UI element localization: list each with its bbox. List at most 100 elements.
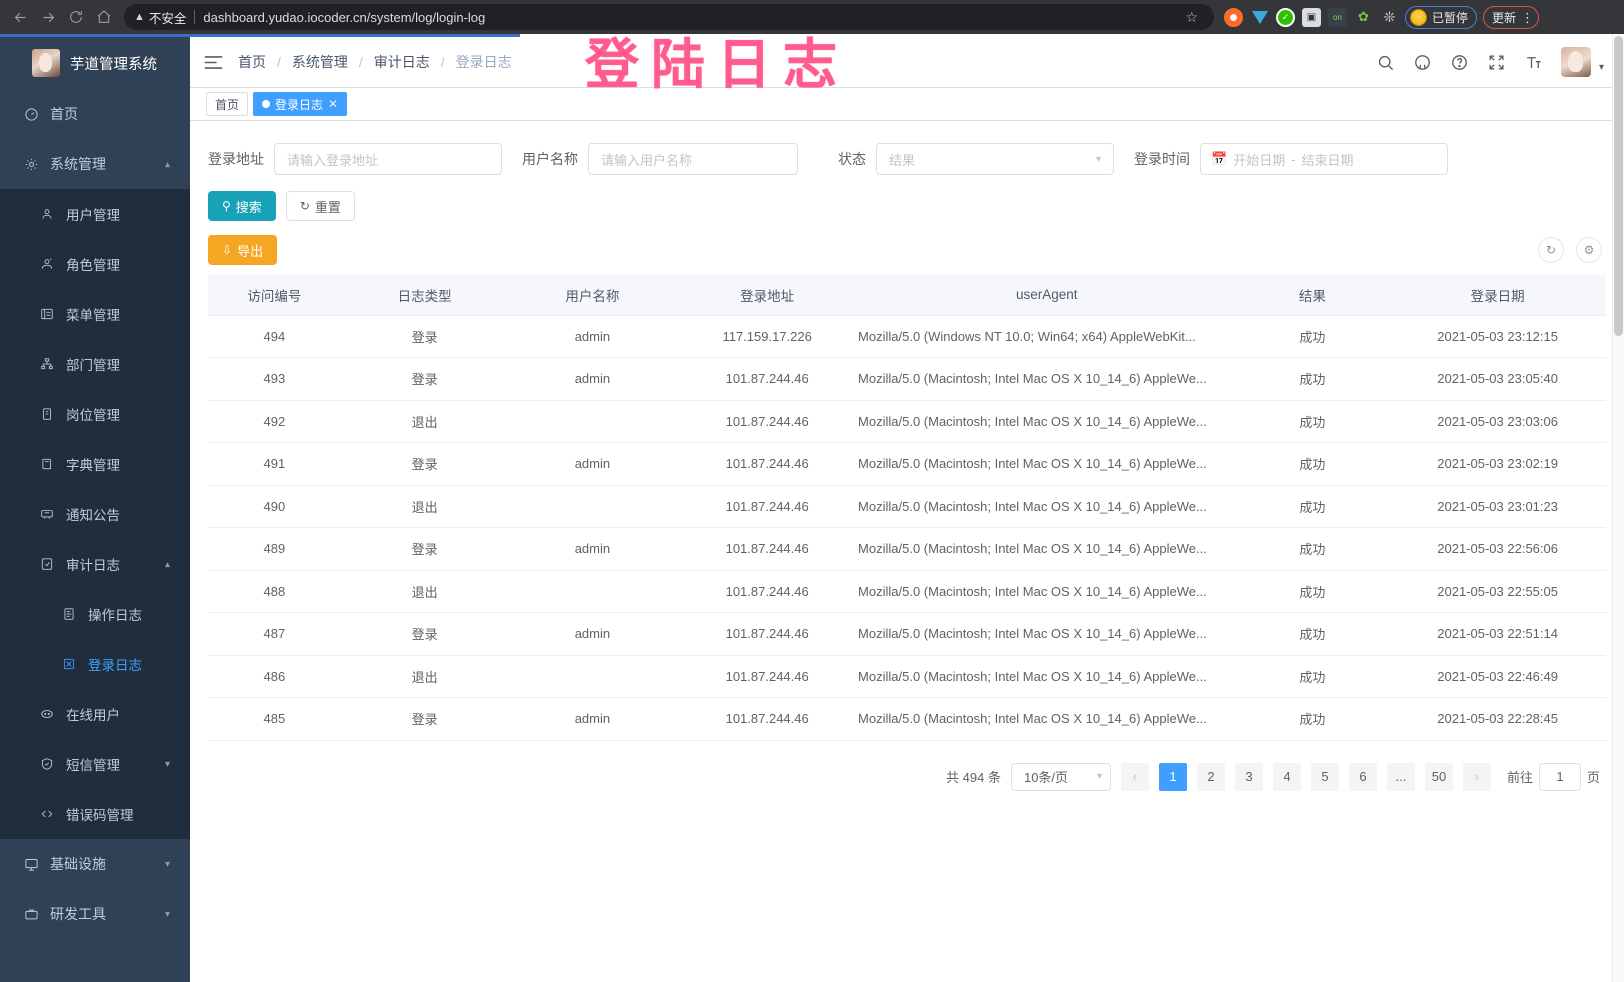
puzzle-extension-icon[interactable]: ❊ [1383,8,1396,25]
page-button-2[interactable]: 2 [1196,762,1225,791]
sidebar-item-login-log[interactable]: 登录日志 [0,639,190,689]
sidebar-item-infrastructure[interactable]: 基础设施 ▾ [0,839,190,889]
td-login-date: 2021-05-03 22:55:05 [1389,570,1606,613]
update-button[interactable]: 更新 ⋮ [1483,5,1540,29]
sidebar-item-audit-log[interactable]: 审计日志 ▾ [0,539,190,589]
sidebar-item-user-manage[interactable]: 用户管理 [0,189,190,239]
table-row[interactable]: 493 登录 admin 101.87.244.46 Mozilla/5.0 (Maci… [208,357,1606,401]
diamond-extension-icon[interactable] [1250,8,1269,27]
table-row[interactable]: 494 登录 admin 117.159.17.226 Mozilla/5.0 (Win… [208,315,1606,358]
table-row[interactable]: 488 退出 101.87.244.46 Mozilla/5.0 (Macintosh… [208,570,1606,613]
sidebar-item-label: 操作日志 [88,608,142,623]
reload-icon[interactable] [62,3,90,31]
odoo-extension-icon[interactable] [1224,7,1243,27]
page-button-5[interactable]: 5 [1310,762,1339,791]
table-row[interactable]: 486 退出 101.87.244.46 Mozilla/5.0 (Macintosh… [208,655,1606,698]
username-input[interactable]: 请输入用户名称 [588,143,798,175]
chevron-down-icon[interactable]: ▾ [1598,62,1604,73]
form-item-login-address: 登录地址 请输入登录地址 [208,143,502,175]
breadcrumb-item-system[interactable]: 系统管理 [291,54,348,70]
hamburger-icon[interactable] [190,55,236,70]
sidebar-item-dict-manage[interactable]: 字典管理 [0,439,190,489]
td-username: admin [508,315,677,358]
export-button[interactable]: ⇩ 导出 [208,235,278,265]
sidebar-item-role-manage[interactable]: 角色管理 [0,239,190,289]
omnibox-divider [194,10,196,24]
end-date-placeholder: 结束日期 [1301,152,1354,168]
sidebar-item-operation-log[interactable]: 操作日志 [0,589,190,639]
translate-extension-icon[interactable]: on [1328,7,1347,27]
next-page-button[interactable]: › [1462,762,1491,791]
close-icon[interactable]: ✕ [328,97,339,111]
jump-input[interactable]: 1 [1538,762,1581,791]
home-icon[interactable] [90,3,118,31]
sidebar-item-dev-tools[interactable]: 研发工具 ▾ [0,889,190,939]
sidebar-item-dept-manage[interactable]: 部门管理 [0,339,190,389]
wechat-extension-icon[interactable]: ✓ [1276,7,1295,27]
breadcrumb-item-audit[interactable]: 审计日志 [373,54,430,70]
table-row[interactable]: 487 登录 admin 101.87.244.46 Mozilla/5.0 (Maci… [208,612,1606,656]
td-login-address: 101.87.244.46 [676,570,859,613]
page-ellipsis[interactable]: ... [1386,762,1415,791]
sidebar-item-menu-manage[interactable]: 菜单管理 [0,289,190,339]
sidebar-item-post-manage[interactable]: 岗位管理 [0,389,190,439]
search-button[interactable]: ⚲ 搜索 [208,191,276,221]
page-button-last[interactable]: 50 [1424,762,1453,791]
github-icon[interactable] [1413,53,1432,72]
page-button-4[interactable]: 4 [1272,762,1301,791]
td-result: 成功 [1235,570,1390,613]
page-size-select[interactable]: 10条/页 ▾ [1010,762,1111,791]
sidebar-item-home[interactable]: 首页 [0,89,190,139]
th-login-address: 登录地址 [676,275,859,316]
sidebar-item-online-user[interactable]: 在线用户 [0,689,190,739]
address-bar[interactable]: ▲ 不安全 dashboard.yudao.iocoder.cn/system/… [124,4,1214,30]
date-range-picker[interactable]: 📅 开始日期 - 结束日期 [1200,143,1448,175]
help-circle-icon[interactable] [1450,53,1469,72]
tag-login-log[interactable]: 登录日志 ✕ [253,92,348,116]
megaphone-icon [36,507,58,521]
kebab-menu-icon[interactable]: ⋮ [1521,9,1535,25]
star-icon[interactable]: ☆ [1185,8,1198,25]
sidebar-item-system[interactable]: 系统管理 ▾ [0,139,190,189]
tag-home[interactable]: 首页 [206,92,249,116]
sidebar-item-notice[interactable]: 通知公告 [0,489,190,539]
td-access-id: 491 [208,442,341,486]
code-icon [36,807,58,821]
search-icon[interactable] [1376,53,1395,72]
table-row[interactable]: 489 登录 admin 101.87.244.46 Mozilla/5.0 (Maci… [208,527,1606,571]
paused-status-pill[interactable]: 已暂停 [1405,5,1478,29]
scrollbar-thumb[interactable] [1614,36,1623,336]
td-username: admin [508,357,677,401]
avatar[interactable] [1560,47,1591,77]
back-arrow-icon[interactable] [6,3,34,31]
td-login-address: 101.87.244.46 [676,442,859,486]
table-row[interactable]: 485 登录 admin 101.87.244.46 Mozilla/5.0 (Maci… [208,697,1606,741]
font-size-icon[interactable] [1524,53,1543,72]
sidebar-item-error-code[interactable]: 错误码管理 [0,789,190,839]
td-login-date: 2021-05-03 22:28:45 [1389,697,1606,741]
fullscreen-icon[interactable] [1487,53,1506,72]
table-row[interactable]: 491 登录 admin 101.87.244.46 Mozilla/5.0 (Maci… [208,442,1606,486]
page-button-1[interactable]: 1 [1158,762,1187,791]
clipboard-extension-icon[interactable]: ▣ [1302,7,1321,27]
status-select[interactable]: 结果 ▾ [876,143,1114,175]
settings-circle-icon[interactable]: ⚙ [1576,237,1602,263]
prev-page-button[interactable]: ‹ [1120,762,1149,791]
forward-arrow-icon[interactable] [34,3,62,31]
logo-row[interactable]: 芋道管理系统 [0,37,190,89]
sidebar-item-sms-manage[interactable]: 短信管理 ▾ [0,739,190,789]
chevron-down-icon: ▾ [164,758,170,770]
table-row[interactable]: 490 退出 101.87.244.46 Mozilla/5.0 (Macintosh… [208,485,1606,528]
breadcrumb-item-home[interactable]: 首页 [238,54,266,70]
sidebar-item-label: 审计日志 [66,558,120,573]
reset-button[interactable]: ↻ 重置 [285,191,355,221]
page-button-3[interactable]: 3 [1234,762,1263,791]
leaf-extension-icon[interactable]: ✿ [1358,9,1369,24]
td-result: 成功 [1235,315,1390,358]
page-button-6[interactable]: 6 [1348,762,1377,791]
td-access-id: 494 [208,315,341,358]
refresh-circle-icon[interactable]: ↻ [1538,237,1564,263]
login-address-input[interactable]: 请输入登录地址 [274,143,502,175]
td-useragent: Mozilla/5.0 (Macintosh; Intel Mac OS X 1… [858,485,1236,528]
table-row[interactable]: 492 退出 101.87.244.46 Mozilla/5.0 (Macintosh… [208,400,1606,443]
